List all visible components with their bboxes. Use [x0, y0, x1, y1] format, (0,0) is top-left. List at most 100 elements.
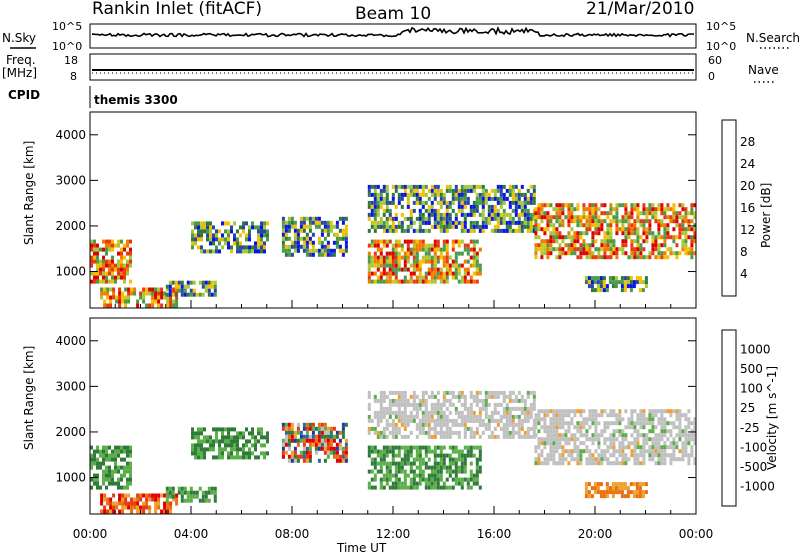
heatmap-cell	[481, 398, 485, 403]
heatmap-cell	[633, 223, 637, 228]
heatmap-cell	[621, 429, 625, 434]
heatmap-cell	[293, 454, 297, 459]
heatmap-cell	[430, 279, 434, 284]
heatmap-cell	[532, 188, 536, 193]
heatmap-cell	[657, 243, 661, 248]
heatmap-cell	[552, 227, 556, 232]
heatmap-cell	[487, 192, 491, 197]
nave-hi-label: 60	[708, 54, 722, 67]
heatmap-cell	[397, 414, 401, 419]
heatmap-cell	[532, 406, 536, 411]
heatmap-cell	[424, 422, 428, 427]
heatmap-cell	[418, 192, 422, 197]
heatmap-cell	[406, 255, 410, 260]
heatmap-cell	[151, 303, 155, 308]
heatmap-cell	[287, 434, 291, 439]
heatmap-cell	[197, 233, 200, 238]
heatmap-cell	[615, 211, 619, 216]
heatmap-cell	[463, 247, 467, 252]
heatmap-cell	[469, 279, 473, 284]
heatmap-cell	[433, 267, 437, 272]
heatmap-cell	[332, 248, 336, 253]
heatmap-cell	[576, 437, 580, 442]
heatmap-cell	[397, 485, 401, 490]
heatmap-cell	[391, 398, 395, 403]
heatmap-cell	[666, 207, 670, 212]
heatmap-cell	[624, 215, 628, 220]
heatmap-cell	[466, 251, 470, 256]
heatmap-cell	[412, 239, 416, 244]
heatmap-cell	[367, 481, 371, 486]
heatmap-cell	[379, 390, 383, 395]
heatmap-cell	[394, 184, 398, 189]
heatmap-cell	[608, 490, 612, 495]
heatmap-cell	[669, 429, 673, 434]
heatmap-cell	[379, 192, 383, 197]
heatmap-cell	[109, 501, 113, 506]
heatmap-cell	[139, 493, 143, 498]
heatmap-cell	[478, 410, 482, 415]
heatmap-cell	[448, 410, 452, 415]
heatmap-cell	[529, 216, 533, 221]
heatmap-cell	[108, 239, 111, 244]
heatmap-cell	[385, 200, 389, 205]
heatmap-cell	[621, 203, 625, 208]
heatmap-cell	[382, 461, 386, 466]
heatmap-cell	[564, 457, 568, 462]
heatmap-cell	[96, 485, 99, 490]
heatmap-cell	[221, 233, 224, 238]
heatmap-cell	[567, 203, 571, 208]
heatmap-cell	[496, 390, 500, 395]
heatmap-cell	[612, 219, 616, 224]
heatmap-cell	[326, 248, 330, 253]
heatmap-cell	[105, 453, 108, 458]
heatmap-cell	[105, 247, 108, 252]
heatmap-cell	[657, 223, 661, 228]
heatmap-cell	[406, 461, 410, 466]
heatmap-cell	[317, 248, 321, 253]
heatmap-cell	[666, 235, 670, 240]
heatmap-cell	[284, 430, 288, 435]
heatmap-cell	[260, 427, 263, 432]
heatmap-cell	[424, 208, 428, 213]
heatmap-cell	[603, 219, 607, 224]
heatmap-cell	[100, 497, 104, 502]
heatmap-cell	[183, 498, 187, 503]
heatmap-cell	[445, 228, 449, 233]
heatmap-cell	[469, 212, 473, 217]
heatmap-cell	[639, 433, 643, 438]
heatmap-cell	[287, 438, 291, 443]
heatmap-cell	[511, 414, 515, 419]
heatmap-cell	[633, 457, 637, 462]
heatmap-cell	[296, 454, 300, 459]
heatmap-cell	[230, 229, 233, 234]
heatmap-cell	[245, 443, 248, 448]
heatmap-cell	[415, 445, 419, 450]
heatmap-cell	[373, 220, 377, 225]
heatmap-cell	[296, 458, 300, 463]
heatmap-cell	[367, 445, 371, 450]
heatmap-cell	[466, 212, 470, 217]
heatmap-cell	[457, 469, 461, 474]
heatmap-cell	[394, 255, 398, 260]
heatmap-cell	[532, 216, 536, 221]
heatmap-cell	[201, 292, 205, 297]
heatmap-cell	[442, 418, 446, 423]
heatmap-cell	[532, 212, 536, 217]
heatmap-cell	[591, 239, 595, 244]
heatmap-cell	[130, 287, 134, 292]
heatmap-cell	[584, 280, 588, 285]
heatmap-cell	[257, 439, 260, 444]
heatmap-cell	[573, 219, 577, 224]
heatmap-cell	[475, 465, 479, 470]
heatmap-cell	[561, 219, 565, 224]
heatmap-cell	[484, 216, 488, 221]
heatmap-cell	[681, 445, 685, 450]
heatmap-cell	[636, 235, 640, 240]
heatmap-cell	[618, 203, 622, 208]
heatmap-cell	[394, 188, 398, 193]
heatmap-cell	[442, 481, 446, 486]
heatmap-cell	[624, 433, 628, 438]
heatmap-cell	[418, 271, 422, 276]
heatmap-cell	[684, 207, 688, 212]
